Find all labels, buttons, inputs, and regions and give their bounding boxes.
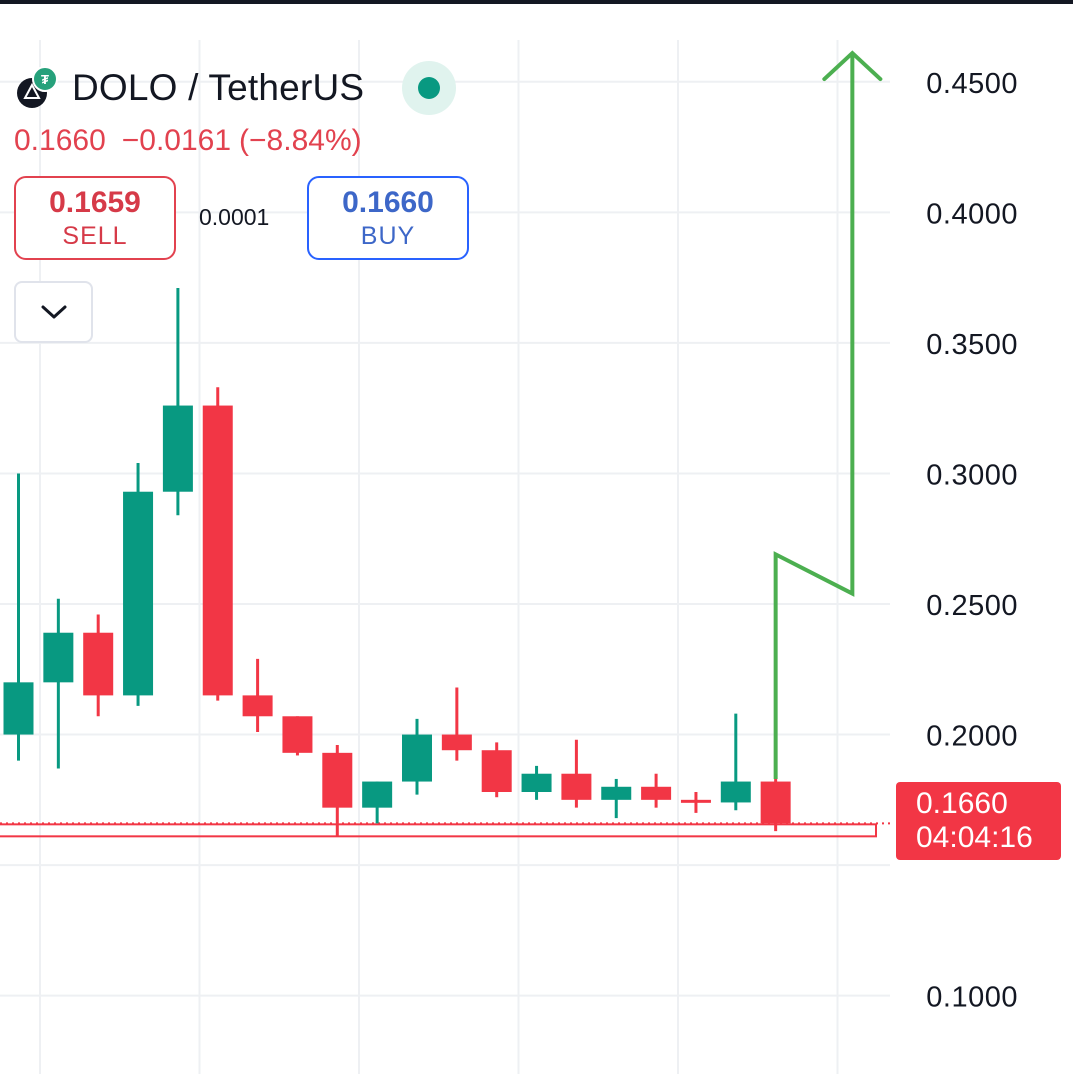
arrow-path — [773, 53, 855, 779]
collapse-button[interactable] — [14, 281, 93, 343]
candle-countdown: 04:04:16 — [916, 821, 1033, 854]
current-price-line — [0, 822, 890, 838]
candle-body — [641, 786, 672, 800]
candle-body — [202, 405, 233, 696]
top-border — [0, 0, 1073, 4]
price-change-percent: (−8.84%) — [239, 124, 362, 157]
spread-value: 0.0001 — [199, 204, 270, 230]
y-tick-label: 0.3500 — [926, 329, 1018, 361]
y-tick-label: 0.4000 — [926, 198, 1018, 230]
buy-button[interactable]: 0.1660 BUY — [307, 176, 469, 260]
candle-body — [441, 734, 472, 751]
sell-price: 0.1659 — [49, 186, 141, 219]
candle-body — [521, 773, 552, 792]
candle-body — [322, 752, 353, 808]
svg-text:₮: ₮ — [41, 72, 49, 87]
market-status-indicator[interactable] — [402, 61, 457, 115]
sell-label: SELL — [62, 222, 128, 250]
y-tick-label: 0.3000 — [926, 459, 1018, 491]
chevron-down-icon — [41, 305, 66, 319]
candle-body — [680, 799, 711, 803]
current-price-value: 0.1660 — [916, 787, 1008, 820]
annotation-arrow — [773, 50, 883, 779]
dolo-coin-icon[interactable]: ₮ — [14, 65, 60, 111]
candle-body — [481, 750, 512, 792]
candle-body — [601, 786, 632, 800]
y-tick-label: 0.1000 — [926, 982, 1018, 1014]
price-change: −0.0161 — [121, 124, 232, 157]
buy-price: 0.1660 — [342, 186, 434, 219]
y-tick-label: 0.4500 — [926, 68, 1018, 100]
current-price-band — [0, 823, 877, 838]
candle-body — [282, 716, 313, 753]
candle-body — [3, 682, 34, 735]
symbol-title[interactable]: DOLO / TetherUS — [72, 67, 365, 108]
candle-body — [43, 632, 74, 683]
arrow-head-icon — [822, 50, 883, 82]
candles — [3, 288, 791, 837]
y-tick-label: 0.2500 — [926, 590, 1018, 622]
symbol-header: ₮ DOLO / TetherUS — [14, 60, 457, 116]
current-price-tag: 0.1660 04:04:16 — [896, 782, 1061, 860]
price-axis: 0.4500 0.4000 0.3500 0.3000 0.2500 0.2000 0.10… — [926, 68, 1018, 1014]
sell-button[interactable]: 0.1659 SELL — [14, 176, 176, 260]
last-price: 0.1660 — [14, 124, 106, 157]
y-tick-label: 0.2000 — [926, 721, 1018, 753]
candle-body — [162, 405, 193, 492]
candle-body — [760, 781, 791, 824]
candle-body — [242, 695, 273, 717]
candle-body — [123, 491, 154, 696]
candle-body — [720, 781, 751, 803]
candle-body — [83, 632, 114, 696]
candle-body — [561, 773, 592, 800]
buy-label: BUY — [360, 222, 416, 250]
price-change-row: 0.1660 −0.0161 (−8.84%) — [14, 124, 378, 158]
live-dot-icon — [418, 77, 441, 99]
candle-body — [402, 734, 432, 782]
candle-body — [362, 781, 393, 808]
